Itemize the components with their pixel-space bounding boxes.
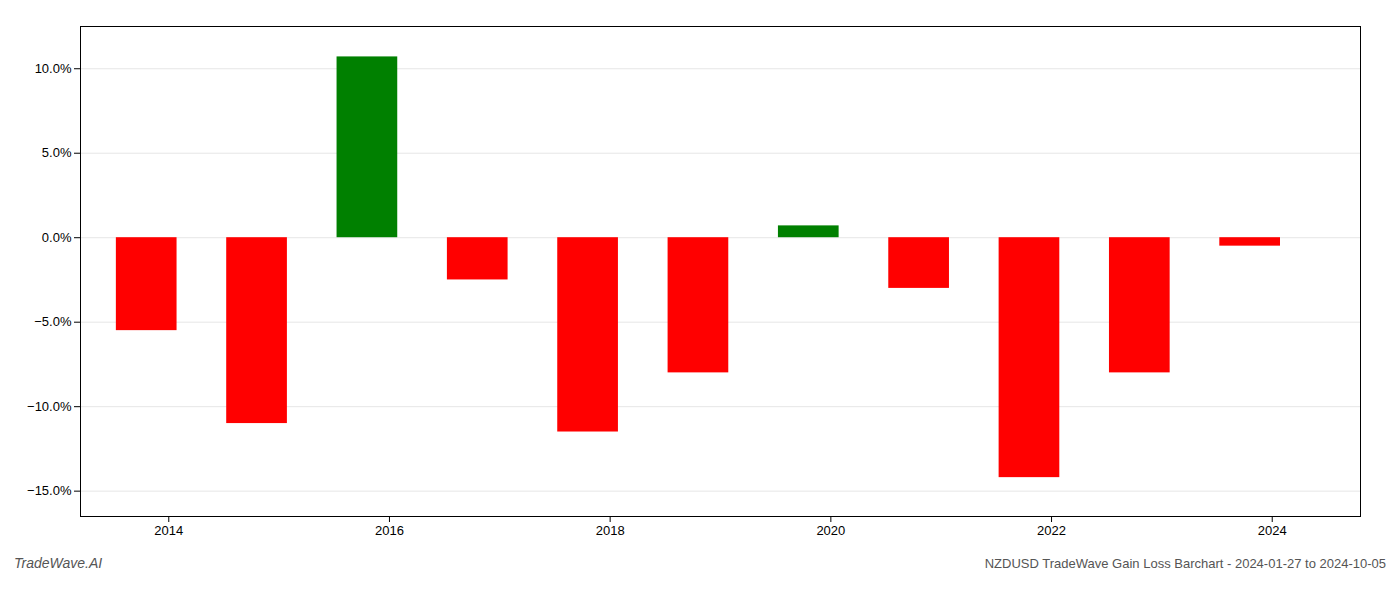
svg-text:−15.0%: −15.0%	[27, 483, 72, 498]
svg-text:5.0%: 5.0%	[42, 145, 72, 160]
svg-text:−10.0%: −10.0%	[27, 399, 72, 414]
svg-text:2014: 2014	[154, 523, 183, 538]
svg-text:2022: 2022	[1037, 523, 1066, 538]
html-text:NZDUSD TradeWave Gain Loss Bar: NZDUSD TradeWave Gain Loss Barchart - 20…	[984, 556, 1386, 571]
svg-text:2020: 2020	[816, 523, 845, 538]
svg-text:10.0%: 10.0%	[35, 61, 72, 76]
svg-text:0.0%: 0.0%	[42, 230, 72, 245]
html-text:TradeWave.AI: TradeWave.AI	[14, 555, 103, 571]
svg-text:2018: 2018	[596, 523, 625, 538]
svg-text:2024: 2024	[1258, 523, 1287, 538]
svg-text:2016: 2016	[375, 523, 404, 538]
svg-text:−5.0%: −5.0%	[34, 314, 72, 329]
